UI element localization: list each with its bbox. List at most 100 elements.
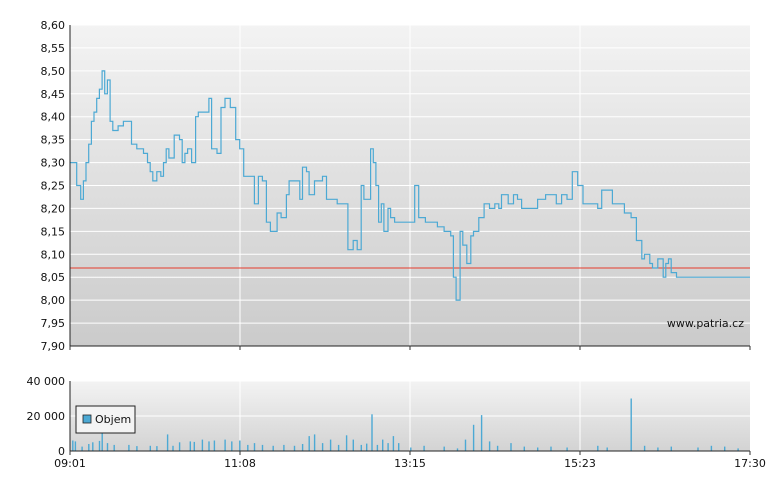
- volume-bar: [72, 440, 74, 451]
- volume-bar: [352, 439, 354, 451]
- volume-bar: [308, 436, 310, 451]
- volume-bar: [510, 443, 512, 451]
- volume-bar: [670, 446, 672, 451]
- volume-bar: [88, 444, 90, 451]
- volume-bar: [231, 441, 233, 451]
- volume-bar: [523, 446, 525, 451]
- price-y-tick-label: 7,95: [41, 317, 66, 330]
- price-y-tick-label: 8,20: [41, 202, 66, 215]
- volume-bar: [456, 448, 459, 451]
- volume-bar: [360, 444, 362, 451]
- volume-bar: [398, 443, 400, 451]
- volume-bar: [166, 434, 169, 451]
- volume-bar: [488, 441, 491, 451]
- volume-bar: [201, 439, 204, 451]
- volume-bar: [189, 441, 191, 451]
- volume-y-tick-label: 20 000: [27, 410, 66, 423]
- volume-bar: [443, 446, 445, 451]
- volume-bar: [382, 439, 384, 451]
- volume-bar: [423, 445, 425, 452]
- volume-bar: [387, 443, 389, 451]
- price-y-tick-label: 8,50: [41, 65, 66, 78]
- legend-swatch: [82, 414, 92, 424]
- volume-bar: [224, 439, 226, 451]
- volume-grid: [70, 380, 750, 451]
- volume-bar: [301, 444, 304, 451]
- volume-bar: [597, 445, 599, 452]
- price-y-tick-label: 8,15: [41, 225, 66, 238]
- volume-bar: [106, 443, 109, 451]
- price-y-tick-label: 8,05: [41, 271, 66, 284]
- volume-bar: [172, 445, 174, 452]
- volume-bar: [345, 435, 348, 452]
- x-tick-label: 15:23: [564, 457, 596, 470]
- volume-bar: [253, 443, 256, 451]
- volume-bar: [178, 442, 181, 452]
- price-y-tick-label: 8,25: [41, 180, 66, 193]
- volume-bar: [136, 446, 138, 451]
- price-y-tick-label: 8,10: [41, 248, 66, 261]
- volume-bar: [128, 444, 130, 451]
- price-y-ticks: 7,90 7,95 8,00 8,05 8,10 8,15 8,20 8,25 8,30 8,35…: [41, 19, 66, 353]
- volume-bar: [283, 444, 285, 451]
- volume-bar: [193, 441, 195, 451]
- price-y-tick-label: 7,90: [41, 340, 66, 353]
- volume-bar: [272, 445, 274, 452]
- volume-bar: [724, 446, 726, 451]
- volume-bar: [697, 447, 699, 451]
- volume-bar: [392, 436, 395, 451]
- volume-bar: [657, 447, 659, 451]
- volume-bar: [630, 398, 632, 451]
- volume-bar: [496, 445, 499, 452]
- volume-bar: [149, 445, 151, 452]
- volume-bar: [313, 434, 316, 451]
- price-y-tick-label: 8,45: [41, 88, 66, 101]
- volume-bar: [737, 448, 739, 451]
- price-y-tick-label: 8,40: [41, 111, 66, 124]
- volume-y-ticks: 0 20 000 40 000: [27, 375, 66, 458]
- watermark: www.patria.cz: [667, 317, 744, 330]
- x-ticks: 09:01 11:08 13:15 15:23 17:30: [54, 346, 766, 470]
- price-y-tick-label: 8,30: [41, 157, 66, 170]
- volume-bar: [213, 440, 216, 451]
- volume-bar: [710, 445, 713, 452]
- x-tick-label: 09:01: [54, 457, 86, 470]
- volume-bar: [92, 442, 94, 452]
- price-y-tick-label: 8,55: [41, 42, 66, 55]
- volume-bar: [566, 447, 568, 451]
- volume-bar: [371, 414, 373, 452]
- price-y-tick-label: 8,60: [41, 19, 66, 32]
- volume-bar: [606, 447, 608, 451]
- volume-bar: [113, 444, 115, 451]
- volume-bar: [321, 443, 324, 451]
- volume-bar: [239, 440, 241, 451]
- volume-bar: [480, 415, 483, 451]
- volume-y-tick-label: 40 000: [27, 375, 66, 388]
- price-line: [70, 70, 750, 301]
- price-y-tick-label: 8,35: [41, 134, 66, 147]
- volume-bar: [410, 447, 412, 451]
- volume-bar: [464, 439, 467, 451]
- volume-bar: [81, 446, 83, 451]
- volume-bar: [337, 444, 340, 451]
- volume-bar: [247, 444, 249, 451]
- volume-bar: [643, 445, 646, 452]
- volume-bar: [537, 447, 539, 451]
- x-tick-label: 13:15: [394, 457, 426, 470]
- volume-bar: [98, 440, 101, 451]
- volume-bar: [74, 441, 77, 451]
- volume-bar: [376, 444, 379, 451]
- volume-bar: [472, 424, 475, 452]
- volume-bar: [261, 444, 264, 451]
- volume-bar: [366, 443, 368, 451]
- volume-bar: [293, 445, 296, 452]
- price-y-tick-label: 8,00: [41, 294, 66, 307]
- legend-label: Objem: [95, 413, 131, 426]
- volume-legend: Objem: [75, 405, 136, 434]
- volume-bar: [156, 446, 158, 451]
- volume-bar: [208, 441, 210, 451]
- volume-bar: [329, 439, 332, 451]
- volume-bar: [550, 446, 552, 451]
